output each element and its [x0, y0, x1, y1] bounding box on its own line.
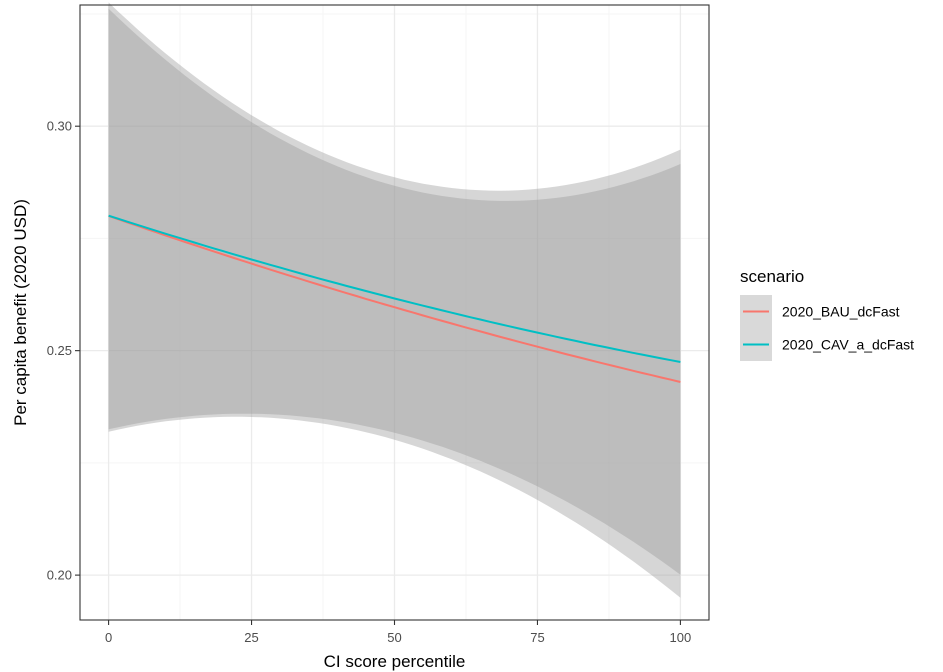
legend: scenario 2020_BAU_dcFast 2020_CAV_a_dcFas…	[740, 267, 914, 361]
y-tick-label: 0.30	[47, 119, 72, 134]
x-axis-ticks: 0 25 50 75 100	[105, 620, 691, 645]
confidence-ribbons	[108, 2, 681, 598]
y-tick-label: 0.25	[47, 343, 72, 358]
legend-title: scenario	[740, 267, 804, 286]
legend-label: 2020_BAU_dcFast	[782, 304, 900, 320]
y-axis-title: Per capita benefit (2020 USD)	[11, 199, 30, 426]
y-axis-ticks: 0.20 0.25 0.30	[47, 119, 80, 583]
ci-ribbon-2	[108, 8, 681, 575]
legend-items: 2020_BAU_dcFast 2020_CAV_a_dcFast	[740, 295, 914, 361]
legend-label: 2020_CAV_a_dcFast	[782, 337, 914, 353]
x-tick-label: 75	[530, 630, 544, 645]
y-tick-label: 0.20	[47, 568, 72, 583]
x-tick-label: 100	[670, 630, 692, 645]
ci-ribbon-1	[108, 2, 681, 598]
x-axis-title: CI score percentile	[324, 652, 466, 671]
series-lines	[108, 214, 681, 383]
series-line-2	[108, 214, 681, 363]
x-tick-label: 50	[387, 630, 401, 645]
x-tick-label: 0	[105, 630, 112, 645]
series-line-1	[108, 214, 681, 383]
grid-major	[80, 5, 709, 620]
x-tick-label: 25	[244, 630, 258, 645]
